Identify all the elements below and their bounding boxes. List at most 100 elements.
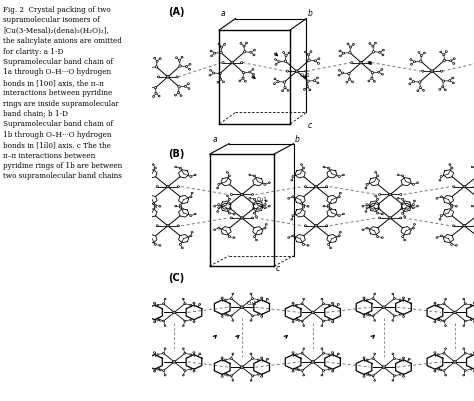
Circle shape — [228, 198, 230, 200]
Circle shape — [393, 358, 395, 359]
Circle shape — [389, 193, 392, 196]
Circle shape — [412, 183, 414, 185]
Circle shape — [188, 88, 190, 89]
Circle shape — [449, 203, 451, 205]
Circle shape — [179, 206, 182, 208]
Circle shape — [440, 369, 442, 371]
Circle shape — [224, 43, 226, 45]
Circle shape — [363, 376, 365, 377]
Circle shape — [209, 74, 211, 76]
Circle shape — [190, 369, 191, 370]
Circle shape — [365, 187, 367, 189]
Circle shape — [176, 76, 178, 78]
Circle shape — [337, 304, 339, 305]
Circle shape — [381, 213, 383, 215]
Circle shape — [404, 216, 406, 217]
Circle shape — [253, 54, 255, 56]
Circle shape — [445, 298, 447, 300]
Circle shape — [303, 348, 305, 349]
Circle shape — [408, 358, 410, 360]
Circle shape — [434, 321, 436, 322]
Circle shape — [363, 316, 365, 317]
Circle shape — [338, 235, 340, 237]
Circle shape — [250, 353, 252, 354]
Circle shape — [268, 205, 270, 207]
Circle shape — [463, 298, 465, 300]
Circle shape — [173, 360, 176, 363]
Circle shape — [438, 319, 439, 320]
Circle shape — [253, 73, 255, 75]
Circle shape — [372, 298, 374, 300]
Circle shape — [157, 369, 159, 370]
Circle shape — [338, 196, 340, 198]
Circle shape — [144, 235, 146, 237]
Circle shape — [291, 180, 293, 181]
Circle shape — [225, 359, 227, 360]
Circle shape — [210, 50, 212, 52]
Circle shape — [422, 89, 424, 91]
Circle shape — [261, 357, 263, 358]
Circle shape — [366, 183, 368, 185]
Circle shape — [443, 54, 445, 56]
Circle shape — [257, 374, 259, 375]
Circle shape — [190, 354, 191, 355]
Circle shape — [341, 72, 344, 74]
Circle shape — [219, 52, 222, 54]
Circle shape — [372, 45, 374, 47]
Circle shape — [266, 298, 268, 300]
Circle shape — [154, 302, 155, 304]
Circle shape — [339, 50, 341, 52]
Circle shape — [175, 57, 177, 59]
Circle shape — [190, 196, 192, 198]
Circle shape — [301, 352, 303, 354]
Circle shape — [453, 58, 456, 59]
Circle shape — [445, 348, 447, 349]
Text: b: b — [295, 135, 300, 144]
Circle shape — [366, 374, 368, 375]
Circle shape — [257, 314, 259, 315]
Circle shape — [363, 357, 365, 358]
Circle shape — [328, 304, 330, 306]
Circle shape — [214, 205, 216, 207]
Text: c: c — [308, 121, 312, 130]
Circle shape — [274, 59, 276, 61]
Circle shape — [326, 186, 328, 188]
Circle shape — [450, 60, 452, 62]
Circle shape — [217, 211, 219, 212]
Circle shape — [338, 176, 340, 177]
Circle shape — [381, 69, 383, 70]
Circle shape — [353, 43, 355, 45]
Circle shape — [264, 183, 266, 185]
Circle shape — [222, 62, 224, 64]
Circle shape — [379, 194, 381, 195]
Circle shape — [154, 87, 157, 89]
Circle shape — [182, 247, 183, 249]
Circle shape — [265, 224, 267, 225]
Circle shape — [194, 213, 196, 215]
Circle shape — [464, 303, 466, 305]
Circle shape — [164, 375, 166, 376]
Circle shape — [453, 360, 456, 363]
Circle shape — [382, 73, 383, 75]
Circle shape — [366, 359, 368, 360]
Circle shape — [261, 376, 263, 377]
Circle shape — [159, 320, 161, 321]
Circle shape — [451, 243, 453, 245]
Circle shape — [221, 316, 223, 317]
Circle shape — [321, 348, 323, 349]
Circle shape — [232, 353, 234, 354]
Circle shape — [153, 96, 155, 97]
Circle shape — [292, 176, 294, 177]
Circle shape — [182, 375, 184, 376]
Circle shape — [401, 236, 404, 237]
Circle shape — [154, 206, 156, 208]
Circle shape — [399, 299, 401, 300]
Circle shape — [328, 206, 330, 208]
Circle shape — [449, 164, 451, 165]
Circle shape — [253, 236, 255, 237]
Circle shape — [313, 80, 316, 82]
Circle shape — [250, 320, 252, 321]
Circle shape — [149, 67, 151, 69]
Circle shape — [443, 320, 445, 322]
Circle shape — [412, 207, 414, 209]
